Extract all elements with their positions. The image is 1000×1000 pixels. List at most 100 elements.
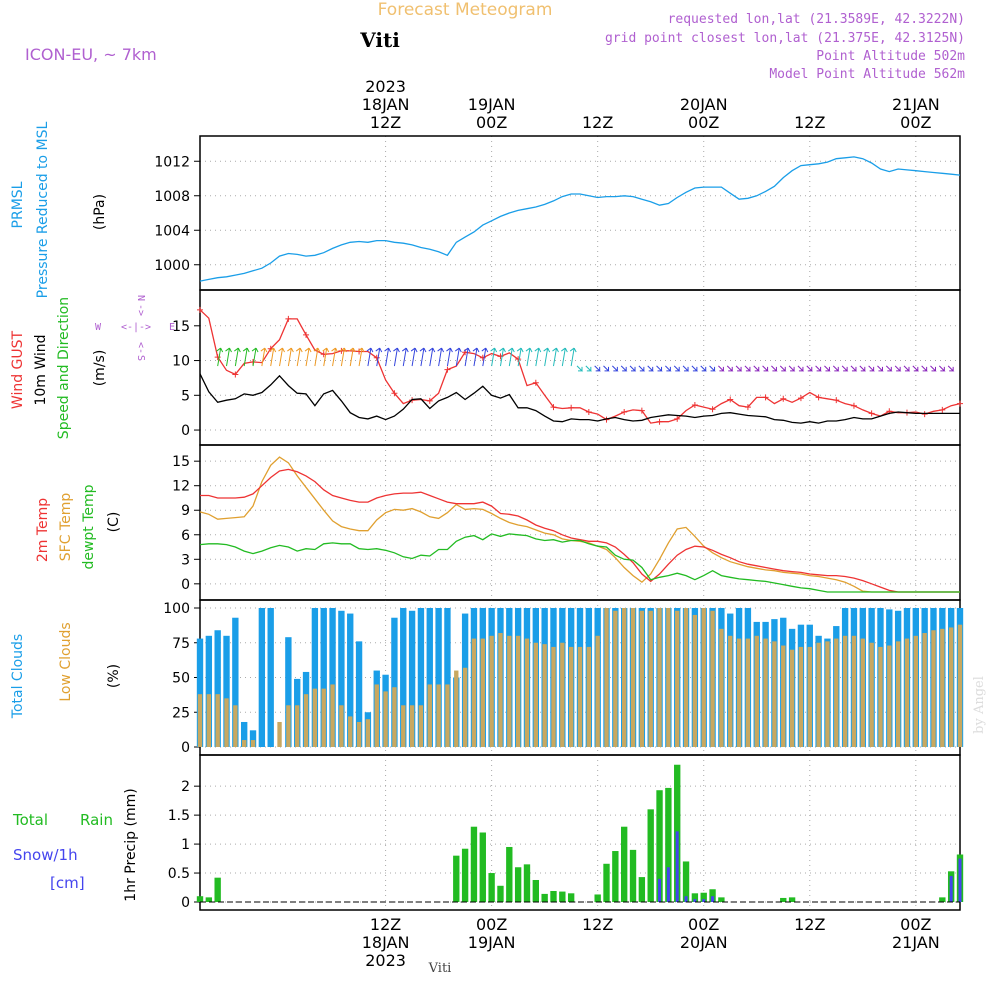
credit: by Angel [972, 676, 987, 734]
top-time-label: 21JAN [892, 95, 940, 114]
rain-label: Rain [80, 811, 113, 829]
compass-legend: N -> W <-|-> E <- S [95, 295, 175, 361]
bottom-time-label: 18JAN [362, 933, 410, 952]
wind-side-labels: Wind GUST 10m Wind Speed and Direction (… [10, 295, 175, 439]
wind-dir-arrow [357, 347, 365, 367]
wind-dir-arrow [552, 347, 559, 367]
gust-marker [674, 415, 681, 422]
rain-bar [205, 897, 213, 902]
low-cloud-bar [462, 667, 468, 747]
gust-marker [568, 404, 575, 411]
wind-dir-arrow [638, 365, 646, 372]
wind-dir-arrow [594, 365, 601, 372]
low-cloud-bar [622, 608, 627, 747]
low-cloud-bar [639, 610, 645, 747]
low-cloud-bar [922, 633, 927, 747]
rain-bar [603, 863, 610, 902]
wind-dir-arrow [850, 365, 858, 372]
low-cloud-bar [878, 646, 883, 747]
wind-dir-arrow [242, 347, 250, 367]
low-cloud-bar [807, 646, 812, 747]
low-cloud-bar [277, 721, 282, 747]
wind-dir-arrow [366, 347, 374, 367]
low-cloud-bar [586, 646, 592, 747]
y-tick-label: 1000 [154, 258, 190, 274]
low-cloud-bar [524, 638, 530, 747]
bottom-time-label: 00Z [688, 915, 719, 934]
total-cloud-bar [400, 608, 407, 747]
pressure-frame [199, 135, 961, 291]
gust-marker [850, 402, 857, 409]
wind-dir-arrow [885, 365, 893, 372]
rain-bar [647, 809, 654, 902]
wind-dir-arrow [499, 347, 506, 367]
low-cloud-bar [595, 635, 600, 747]
wind-dir-arrow [384, 347, 392, 367]
rain-bar [594, 894, 601, 902]
low-cloud-bar [533, 642, 538, 747]
bottom-time-label: 2023 [365, 951, 406, 970]
low-cloud-bar [242, 740, 247, 747]
total-cloud-bar [426, 608, 433, 747]
low-cloud-bar [666, 608, 671, 747]
sfc-temp-label: SFC Temp [58, 493, 74, 562]
low-cloud-bar [842, 635, 848, 747]
low-cloud-bar [427, 684, 432, 747]
top-time-label: 12Z [794, 113, 825, 132]
rain-bar [479, 832, 486, 902]
low-clouds-label: Low Clouds [58, 622, 74, 701]
snow-bar [684, 896, 688, 902]
wind-dir-arrow [304, 347, 312, 367]
top-time-label: 00Z [900, 113, 931, 132]
wind-panel: 0 5 10 15 [172, 289, 963, 446]
rain-bar [788, 897, 796, 902]
gust-marker [373, 354, 380, 361]
compass-down-arrow: <- [135, 342, 146, 354]
gust-marker [532, 379, 539, 386]
top-time-label: 00Z [688, 113, 719, 132]
chart-title: Forecast Meteogram [378, 0, 553, 20]
wind-dir-arrow [313, 347, 321, 367]
model-altitude: Model Point Altitude 562m [769, 67, 965, 82]
wind-dir-arrow [516, 347, 524, 367]
low-cloud-bar [418, 705, 424, 747]
low-cloud-bar [286, 705, 291, 747]
top-time-label: 00Z [476, 113, 507, 132]
compass-n: N [135, 295, 146, 301]
bottom-time-label: 19JAN [468, 933, 516, 952]
gust-marker [585, 408, 592, 415]
gust-marker [797, 395, 804, 402]
gust-marker [550, 404, 557, 411]
rain-bar [461, 848, 469, 902]
gust-marker [426, 397, 433, 404]
msl-label: Pressure Reduced to MSL [35, 121, 51, 298]
y-tick-label: 6 [181, 528, 190, 544]
low-cloud-bar [348, 716, 353, 747]
top-time-label: 2023 [365, 77, 406, 96]
rain-bar [497, 885, 504, 902]
gust-marker [656, 418, 663, 425]
wind-dir-arrow [726, 365, 734, 372]
dewpt-label: dewpt Temp [81, 484, 97, 569]
wind-dir-arrow [454, 347, 462, 367]
low-cloud-bar [604, 608, 609, 747]
rain-bar [506, 846, 513, 902]
wind-dir-arrow [463, 347, 471, 367]
compass-e: E [169, 322, 175, 333]
cm-label: [cm] [50, 874, 85, 892]
point-altitude: Point Altitude 502m [816, 49, 965, 64]
y-tick-label: 0 [181, 740, 190, 756]
pressure-side-labels: PRMSL Pressure Reduced to MSL (hPa) [10, 121, 108, 298]
low-cloud-bar [374, 684, 379, 747]
low-cloud-bar [401, 705, 406, 747]
y-tick-label: 75 [172, 636, 190, 652]
low-cloud-bar [931, 630, 936, 747]
gust-marker [621, 408, 628, 415]
wind-dir-arrow [611, 365, 619, 372]
low-cloud-bar [913, 635, 918, 747]
total-cloud-bar [196, 638, 204, 747]
wind-dir-arrow [269, 347, 277, 367]
gust-marker [303, 331, 310, 338]
wind-dir-arrow [375, 347, 383, 367]
